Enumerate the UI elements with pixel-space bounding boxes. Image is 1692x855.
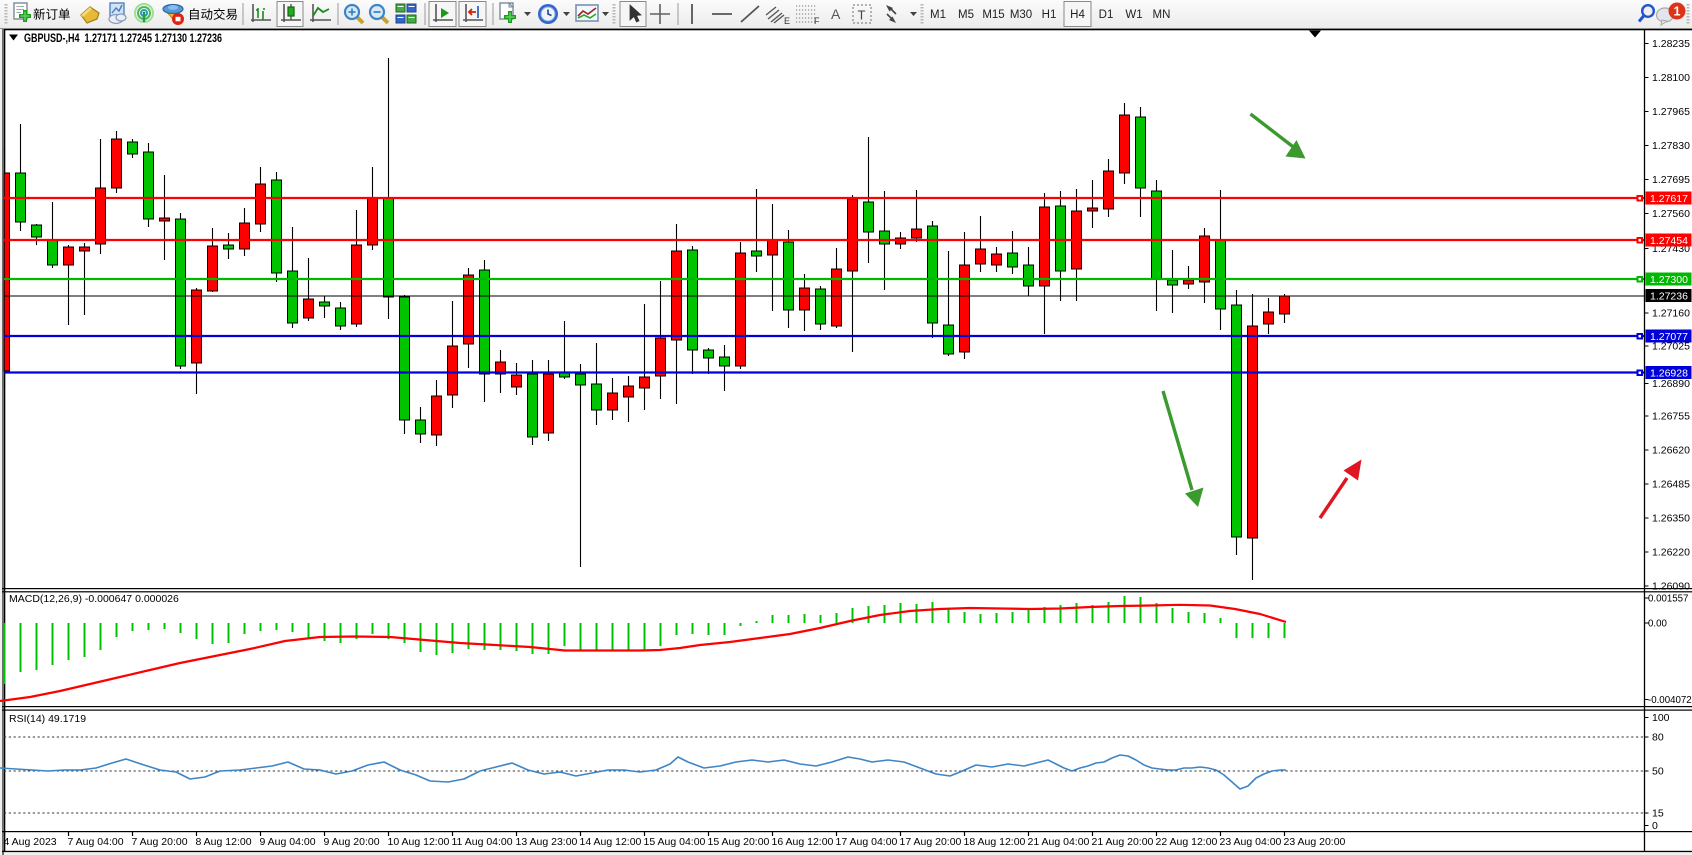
svg-text:1.27454: 1.27454 (1650, 235, 1688, 247)
svg-text:17 Aug 04:00: 17 Aug 04:00 (836, 836, 898, 848)
svg-text:0.001557: 0.001557 (1648, 594, 1688, 605)
svg-text:23 Aug 20:00: 23 Aug 20:00 (1284, 836, 1346, 848)
svg-text:16 Aug 12:00: 16 Aug 12:00 (772, 836, 834, 848)
svg-text:9 Aug 20:00: 9 Aug 20:00 (324, 836, 380, 848)
svg-text:1.27160: 1.27160 (1652, 308, 1690, 320)
svg-text:100: 100 (1652, 712, 1670, 724)
svg-text:1.26890: 1.26890 (1652, 378, 1690, 390)
svg-text:1.28100: 1.28100 (1652, 72, 1690, 84)
svg-text:1.26220: 1.26220 (1652, 547, 1690, 559)
svg-text:10 Aug 12:00: 10 Aug 12:00 (388, 836, 450, 848)
svg-text:80: 80 (1652, 732, 1664, 744)
svg-text:1.27965: 1.27965 (1652, 106, 1690, 118)
svg-text:7 Aug 20:00: 7 Aug 20:00 (132, 836, 188, 848)
svg-text:M5: M5 (958, 9, 974, 21)
svg-text:1.27025: 1.27025 (1652, 341, 1690, 353)
svg-text:1.28235: 1.28235 (1652, 38, 1690, 50)
svg-text:A: A (831, 6, 841, 22)
svg-text:22 Aug 12:00: 22 Aug 12:00 (1156, 836, 1218, 848)
svg-text:RSI(14) 49.1719: RSI(14) 49.1719 (9, 713, 86, 725)
svg-text:1.27695: 1.27695 (1652, 174, 1690, 186)
svg-text:15: 15 (1652, 808, 1664, 820)
svg-text:21 Aug 04:00: 21 Aug 04:00 (1028, 836, 1090, 848)
svg-text:1.26620: 1.26620 (1652, 445, 1690, 457)
svg-text:H1: H1 (1042, 9, 1057, 21)
svg-text:1.26090: 1.26090 (1652, 581, 1690, 593)
svg-text:1.27617: 1.27617 (1650, 193, 1688, 205)
svg-text:23 Aug 04:00: 23 Aug 04:00 (1220, 836, 1282, 848)
svg-text:9 Aug 04:00: 9 Aug 04:00 (260, 836, 316, 848)
svg-text:1.26485: 1.26485 (1652, 479, 1690, 491)
svg-text:17 Aug 20:00: 17 Aug 20:00 (900, 836, 962, 848)
svg-text:0: 0 (1652, 820, 1658, 832)
svg-text:50: 50 (1652, 766, 1664, 778)
svg-text:1.27077: 1.27077 (1650, 331, 1688, 343)
svg-text:7 Aug 04:00: 7 Aug 04:00 (68, 836, 124, 848)
svg-text:T: T (858, 8, 866, 23)
svg-text:E: E (784, 16, 790, 26)
svg-text:W1: W1 (1125, 9, 1142, 21)
svg-text:M30: M30 (1010, 9, 1032, 21)
svg-text:15 Aug 20:00: 15 Aug 20:00 (708, 836, 770, 848)
svg-text:MN: MN (1153, 9, 1171, 21)
svg-text:11 Aug 04:00: 11 Aug 04:00 (452, 836, 513, 848)
svg-text:14 Aug 12:00: 14 Aug 12:00 (580, 836, 642, 848)
svg-text:0.00: 0.00 (1648, 619, 1667, 630)
svg-text:1.27560: 1.27560 (1652, 208, 1690, 220)
svg-text:18 Aug 12:00: 18 Aug 12:00 (964, 836, 1026, 848)
svg-text:21 Aug 20:00: 21 Aug 20:00 (1092, 836, 1154, 848)
svg-text:8 Aug 12:00: 8 Aug 12:00 (196, 836, 252, 848)
svg-text:1.27830: 1.27830 (1652, 140, 1690, 152)
svg-text:F: F (814, 16, 820, 26)
svg-text:D1: D1 (1099, 9, 1114, 21)
svg-text:1.27236: 1.27236 (1650, 290, 1688, 302)
svg-text:H4: H4 (1070, 9, 1085, 21)
svg-text:MACD(12,26,9) -0.000647 0.0000: MACD(12,26,9) -0.000647 0.000026 (9, 593, 179, 605)
svg-text:13 Aug 23:00: 13 Aug 23:00 (516, 836, 578, 848)
svg-text:15 Aug 04:00: 15 Aug 04:00 (644, 836, 706, 848)
svg-text:4 Aug 2023: 4 Aug 2023 (4, 836, 57, 848)
svg-text:1.26928: 1.26928 (1650, 367, 1688, 379)
svg-text:1.27300: 1.27300 (1650, 274, 1688, 286)
svg-text:GBPUSD-,H4 1.27171 1.27245 1.: GBPUSD-,H4 1.27171 1.27245 1.27130 1.272… (24, 33, 222, 45)
svg-text:1.26755: 1.26755 (1652, 411, 1690, 423)
svg-text:-0.004072: -0.004072 (1648, 695, 1692, 706)
svg-text:1: 1 (1674, 5, 1681, 19)
svg-text:1.26350: 1.26350 (1652, 513, 1690, 525)
svg-text:M1: M1 (930, 9, 946, 21)
svg-text:M15: M15 (982, 9, 1004, 21)
